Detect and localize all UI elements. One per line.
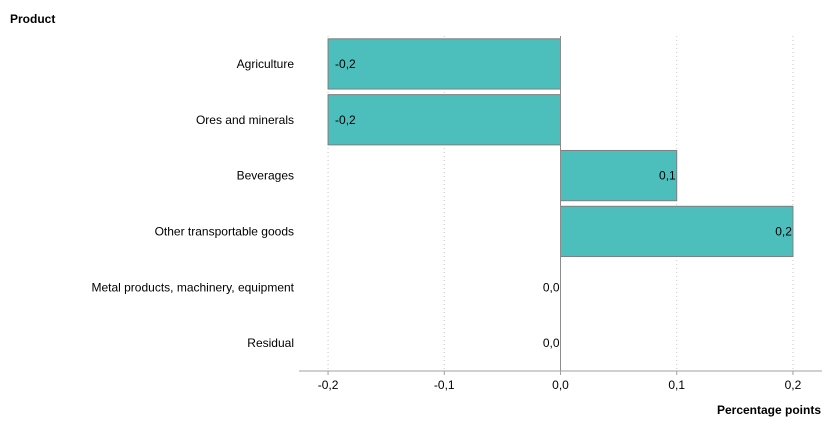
bar xyxy=(560,149,678,202)
x-axis-title: Percentage points xyxy=(716,403,821,417)
data-label: 0,0 xyxy=(543,280,560,294)
x-tick-label: -0,1 xyxy=(434,378,455,392)
x-tick-label: 0,1 xyxy=(668,378,685,392)
category-label: Agriculture xyxy=(237,57,295,71)
category-label: Ores and minerals xyxy=(196,113,294,127)
data-label: 0,1 xyxy=(659,169,676,183)
bar xyxy=(327,94,561,146)
category-label: Other transportable goods xyxy=(155,224,294,238)
data-label: -0,2 xyxy=(335,113,356,127)
x-tick-label: -0,2 xyxy=(318,378,339,392)
x-tick-label: 0,0 xyxy=(552,378,569,392)
category-label: Residual xyxy=(247,336,294,350)
category-label: Metal products, machinery, equipment xyxy=(91,280,294,294)
y-axis-title: Product xyxy=(10,12,56,26)
data-label: 0,2 xyxy=(775,224,792,238)
bar xyxy=(560,205,794,258)
bar xyxy=(327,38,561,90)
category-label: Beverages xyxy=(237,169,294,183)
x-tick-label: 0,2 xyxy=(785,378,802,392)
data-label: 0,0 xyxy=(543,336,560,350)
data-label: -0,2 xyxy=(335,57,356,71)
